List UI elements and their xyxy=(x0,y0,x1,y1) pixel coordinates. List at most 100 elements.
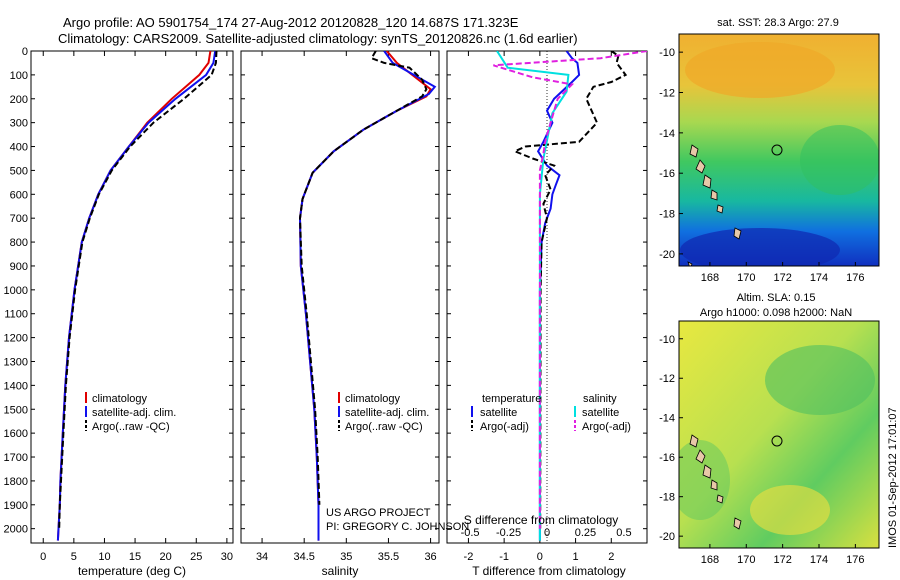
difference-xlabel-s: S difference from climatology xyxy=(464,513,619,527)
argo-position-marker xyxy=(771,144,783,156)
imos-timestamp: IMOS 01-Sep-2012 17:01:07 xyxy=(887,407,899,548)
depth-tick-label: 1100 xyxy=(4,309,28,321)
temperature-xtick-label: 5 xyxy=(71,551,77,563)
temperature-xtick-label: 25 xyxy=(190,551,202,563)
depth-tick-label: 1000 xyxy=(4,285,28,297)
map-lon-label: 170 xyxy=(737,272,755,284)
temperature-xtick-label: 15 xyxy=(129,551,141,563)
temperature-panel xyxy=(30,50,234,544)
temperature-xlabel: temperature (deg C) xyxy=(78,564,186,578)
map-lon-label: 170 xyxy=(737,554,755,566)
temperature-xtick-label: 20 xyxy=(160,551,172,563)
legend-title-temperature: temperature xyxy=(482,393,541,405)
legend-label-argo: Argo(..raw -QC) xyxy=(345,421,423,433)
header-line-1: Argo profile: AO 5901754_174 27-Aug-2012… xyxy=(63,15,519,30)
series-salinity-argo-adj- xyxy=(493,51,647,529)
map-lat-label: -20 xyxy=(659,531,675,543)
map-lat-label: -10 xyxy=(659,47,675,59)
salinity-series xyxy=(298,51,437,541)
sst-cool-patch xyxy=(680,228,840,266)
sla-map-ticks: 168 170 172 174 176 -10 -12 -14 -16 -18 -20 xyxy=(659,334,864,566)
depth-tick-label: 1200 xyxy=(4,333,28,345)
depth-tick-label: 500 xyxy=(10,165,28,177)
salinity-xlabel: salinity xyxy=(322,564,359,578)
salinity-xtick-label: 34.5 xyxy=(293,551,314,563)
depth-axis-ticks: 0 100 200 300 400 500 600 700 800 900 1000 1100 1200… xyxy=(4,46,28,536)
depth-tick-label: 1600 xyxy=(4,428,28,440)
salinity-diff-xtick-label: -0.5 xyxy=(461,527,480,539)
salinity-diff-xtick-label: -0.25 xyxy=(496,527,521,539)
depth-tick-label: 1500 xyxy=(4,404,28,416)
series-argo-raw-qc- xyxy=(298,51,428,505)
legend-title-salinity: salinity xyxy=(583,393,617,405)
legend-label-satellite: satellite-adj. clim. xyxy=(92,407,176,419)
sla-map-subtitle: Argo h1000: 0.098 h2000: NaN xyxy=(700,307,852,319)
legend-label-t-satellite: satellite xyxy=(480,407,517,419)
depth-tick-label: 100 xyxy=(10,70,28,82)
salinity-xtick-label: 34 xyxy=(256,551,268,563)
depth-tick-label: 1300 xyxy=(4,356,28,368)
salinity-diff-xtick-label: 0 xyxy=(544,527,550,539)
map-lon-label: 176 xyxy=(846,272,864,284)
legend-label-s-satellite: satellite xyxy=(582,407,619,419)
temperature-xtick-label: 0 xyxy=(40,551,46,563)
island-outlines xyxy=(689,434,742,530)
depth-tick-label: 800 xyxy=(10,237,28,249)
island-outlines xyxy=(687,144,742,266)
difference-ticks: -2 -1 0 1 2 -0.5 -0.25 0 0.25 0.5 xyxy=(447,50,647,563)
depth-tick-label: 1700 xyxy=(4,452,28,464)
map-lat-label: -18 xyxy=(659,209,675,221)
temperature-xtick-label: 10 xyxy=(98,551,110,563)
series-satellite-adj-clim- xyxy=(298,51,437,541)
difference-xtick-label: 0 xyxy=(537,551,543,563)
map-lat-label: -12 xyxy=(659,373,675,385)
map-lon-label: 172 xyxy=(773,272,791,284)
temperature-ticks: 0 5 10 15 20 25 30 xyxy=(31,50,233,563)
argo-position-marker xyxy=(771,435,783,447)
salinity-ticks: 34 34.5 35 35.5 36 xyxy=(241,50,439,563)
depth-tick-label: 700 xyxy=(10,213,28,225)
map-lon-label: 176 xyxy=(846,554,864,566)
legend-label-s-argo: Argo(-adj) xyxy=(582,421,631,433)
depth-tick-label: 900 xyxy=(10,261,28,273)
difference-xtick-label: 2 xyxy=(608,551,614,563)
sst-green-patch xyxy=(800,125,879,195)
difference-xtick-label: -1 xyxy=(499,551,509,563)
salinity-diff-xtick-label: 0.5 xyxy=(616,527,631,539)
salinity-legend: climatology satellite-adj. clim. Argo(..… xyxy=(338,392,429,433)
map-lat-label: -14 xyxy=(659,413,675,425)
difference-xlabel-t: T difference from climatology xyxy=(472,564,626,578)
salinity-panel xyxy=(240,50,440,544)
salinity-xtick-label: 36 xyxy=(424,551,436,563)
depth-tick-label: 400 xyxy=(10,142,28,154)
series-argo-raw-qc- xyxy=(58,51,218,529)
sst-map-frame xyxy=(678,33,880,267)
map-lat-label: -16 xyxy=(659,168,675,180)
depth-tick-label: 600 xyxy=(10,189,28,201)
temperature-legend: climatology satellite-adj. clim. Argo(..… xyxy=(85,392,176,433)
depth-tick-label: 300 xyxy=(10,118,28,130)
temperature-xtick-label: 30 xyxy=(221,551,233,563)
sla-map-field xyxy=(679,321,879,548)
legend-label-climatology: climatology xyxy=(345,393,401,405)
depth-tick-label: 200 xyxy=(10,94,28,106)
series-temperature-satellite xyxy=(536,51,581,541)
map-lat-label: -10 xyxy=(659,334,675,346)
header-line-2: Climatology: CARS2009. Satellite-adjuste… xyxy=(58,31,578,46)
depth-tick-label: 2000 xyxy=(4,524,28,536)
sst-warm-patch xyxy=(685,42,835,98)
credit-project: US ARGO PROJECT xyxy=(326,507,431,519)
series-satellite-adj-clim- xyxy=(56,51,217,541)
depth-tick-label: 0 xyxy=(22,46,28,58)
series-climatology xyxy=(56,51,212,541)
sla-green-patch-1 xyxy=(765,345,875,415)
map-lat-label: -18 xyxy=(659,492,675,504)
sla-yellow-patch xyxy=(750,485,830,535)
map-lat-label: -14 xyxy=(659,128,675,140)
difference-legend: temperature satellite Argo(-adj) salinit… xyxy=(471,393,631,433)
sst-map-title: sat. SST: 28.3 Argo: 27.9 xyxy=(717,17,839,29)
series-climatology xyxy=(298,51,432,541)
salinity-xtick-label: 35 xyxy=(340,551,352,563)
map-lat-label: -16 xyxy=(659,452,675,464)
